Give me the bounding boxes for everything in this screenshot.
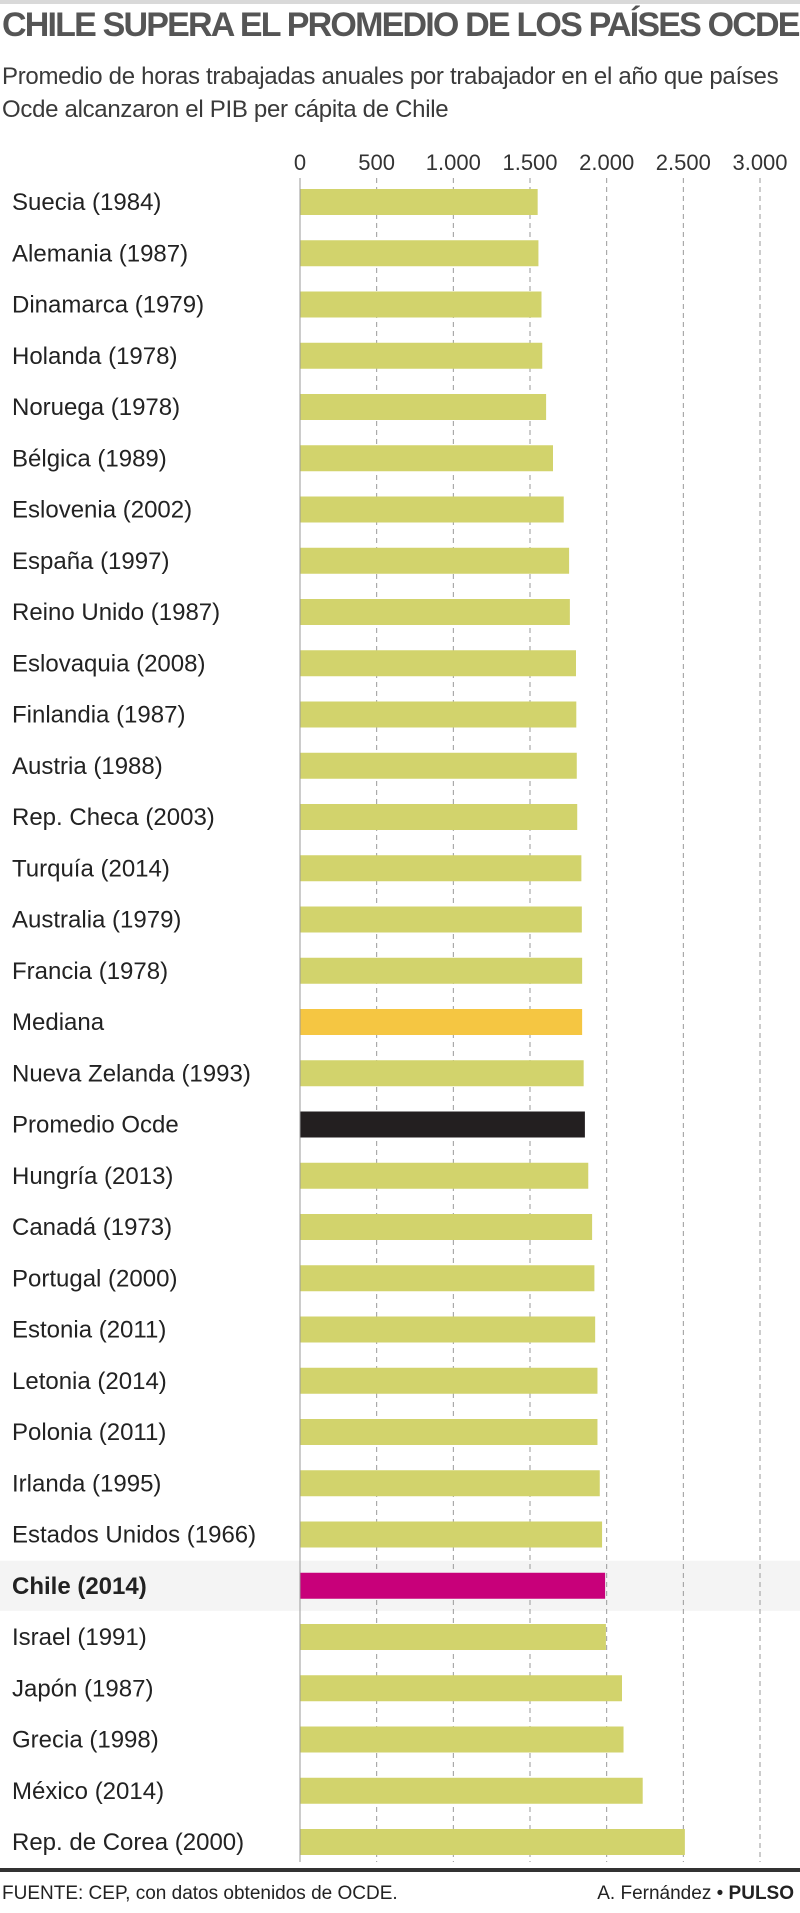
category-label: Francia (1978) [12,958,168,985]
category-label: Alemania (1987) [12,240,188,267]
bar [300,496,564,523]
bar [300,1009,583,1035]
credit-separator: • [711,1883,729,1904]
category-label: Irlanda (1995) [12,1470,161,1497]
bar [300,1111,585,1138]
category-label: Holanda (1978) [12,343,177,370]
category-label: Estonia (2011) [12,1317,166,1344]
category-label: Rep. Checa (2003) [12,804,215,831]
bar [300,394,547,420]
bar [300,701,577,728]
x-tick-label: 1.000 [426,150,481,175]
bar [300,240,539,267]
category-label: Polonia (2011) [12,1419,166,1446]
category-label: Suecia (1984) [12,189,161,216]
credit-outlet: PULSO [728,1883,794,1904]
bar [300,1675,622,1702]
bar [300,1162,589,1189]
x-tick-label: 2.000 [579,150,634,175]
category-label: Reino Unido (1987) [12,599,220,626]
category-label: Mediana [12,1009,105,1036]
bar [300,1572,606,1599]
bar [300,189,538,215]
bar [300,445,553,472]
bar [300,650,576,677]
category-label: Austria (1988) [12,753,163,780]
category-label: Chile (2014) [12,1573,147,1600]
category-label: México (2014) [12,1778,164,1805]
bar [300,1419,598,1445]
category-label: España (1997) [12,548,169,575]
x-tick-label: 500 [358,150,395,175]
category-label: Turquía (2014) [12,855,170,882]
bar [300,1521,603,1548]
bar [300,957,583,984]
x-tick-label: 2.500 [656,150,711,175]
bar [300,291,542,318]
category-label: Eslovenia (2002) [12,497,192,524]
title-rule [0,0,800,4]
category-label: Letonia (2014) [12,1368,167,1395]
bar [300,547,570,574]
bar [300,1367,598,1394]
chart-subtitle: Promedio de horas trabajadas anuales por… [2,63,779,123]
source-note: FUENTE: CEP, con datos obtenidos de OCDE… [2,1883,398,1904]
bar [300,1470,600,1497]
x-tick-label: 0 [294,150,306,175]
bar [300,752,577,779]
category-label: Portugal (2000) [12,1265,177,1292]
bar [300,1265,595,1292]
bar [300,1726,624,1753]
category-label: Grecia (1998) [12,1727,159,1754]
category-label: Israel (1991) [12,1624,147,1651]
category-label: Promedio Ocde [12,1112,179,1139]
bar [300,1829,685,1855]
category-label: Finlandia (1987) [12,702,185,729]
category-label: Hungría (2013) [12,1163,173,1190]
category-label: Noruega (1978) [12,394,180,421]
credit-author: A. Fernández [597,1883,712,1904]
bar [300,855,582,882]
category-label: Estados Unidos (1966) [12,1522,256,1549]
bar [300,804,578,830]
bar [300,1214,593,1240]
category-label: Canadá (1973) [12,1214,172,1241]
bar [300,1777,643,1804]
category-label: Rep. de Corea (2000) [12,1829,244,1856]
bar [300,342,543,369]
bar [300,1624,606,1650]
category-label: Nueva Zelanda (1993) [12,1060,251,1087]
category-label: Japón (1987) [12,1675,153,1702]
bar [300,906,582,933]
x-tick-label: 3.000 [732,150,787,175]
category-label: Bélgica (1989) [12,445,167,472]
chart-title: CHILE SUPERA EL PROMEDIO DE LOS PAÍSES O… [2,6,800,44]
bar [300,1316,596,1343]
bar [300,1060,584,1087]
category-label: Australia (1979) [12,907,181,934]
x-tick-label: 1.500 [502,150,557,175]
bar [300,599,570,625]
category-label: Dinamarca (1979) [12,292,204,319]
footer-rule [0,1868,800,1872]
credit: A. Fernández • PULSO [597,1883,794,1905]
category-label: Eslovaquia (2008) [12,650,205,677]
